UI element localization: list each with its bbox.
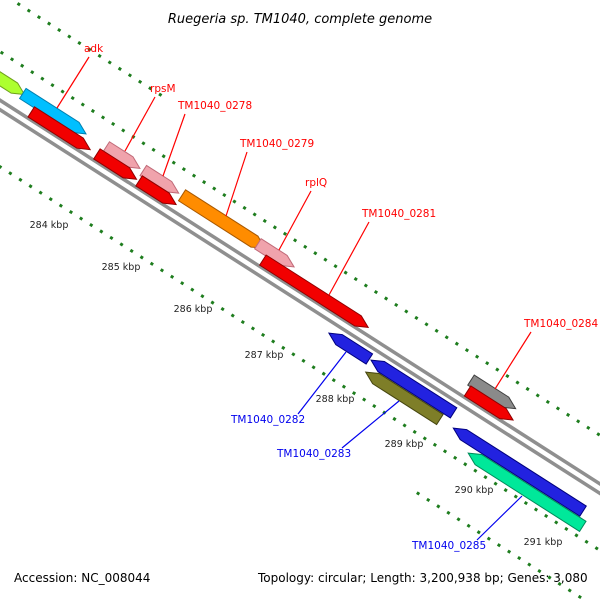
- ruler-dotted-line: [0, 0, 600, 570]
- gene-arrow-cds-3[interactable]: [135, 175, 180, 210]
- gene-arrow-rpsM[interactable]: [102, 141, 143, 174]
- gene-label-leader: [494, 331, 532, 390]
- gene-label-leader: [297, 351, 347, 415]
- gene-label-leader: [124, 96, 156, 152]
- ruler-label: 289 kbp: [385, 439, 424, 450]
- gene-label-leader: [341, 400, 400, 449]
- gene-arrow-cds-1[interactable]: [27, 106, 93, 155]
- gene-arrow-TM1040_0283[interactable]: [362, 367, 444, 426]
- genome-backbone: [0, 13, 600, 600]
- ruler-label: 290 kbp: [455, 485, 494, 496]
- gene-label-leader: [162, 113, 186, 177]
- gene-arrow-TM1040_0284[interactable]: [467, 374, 519, 414]
- gene-arrow-TM1040_0285[interactable]: [465, 448, 587, 533]
- gene-label-adk[interactable]: adk: [84, 43, 104, 55]
- footer-accession: Accession: NC_008044: [14, 571, 150, 585]
- gene-label-rplQ[interactable]: rplQ: [305, 177, 327, 189]
- gene-label-TM1040_0281[interactable]: TM1040_0281: [361, 208, 436, 220]
- ruler-label: 291 kbp: [524, 537, 563, 548]
- ruler-label: 285 kbp: [102, 262, 141, 273]
- gene-label-leader: [328, 221, 370, 296]
- ruler-dotted-line: [416, 491, 600, 600]
- gene-arrow-adk[interactable]: [18, 87, 90, 139]
- gene-label-TM1040_0279[interactable]: TM1040_0279: [239, 138, 314, 150]
- gene-label-leader: [225, 151, 248, 217]
- ruler-label: 284 kbp: [30, 220, 69, 231]
- gene-label-leader: [56, 56, 90, 109]
- gene-arrow-greenyellow-gene[interactable]: [0, 56, 28, 99]
- gene-label-TM1040_0285[interactable]: TM1040_0285: [411, 540, 486, 552]
- page-title: Ruegeria sp. TM1040, complete genome: [168, 12, 432, 27]
- gene-arrow-TM1040_0282[interactable]: [326, 328, 374, 365]
- gene-label-TM1040_0284[interactable]: TM1040_0284: [523, 318, 598, 330]
- gene-arrow-cds-4[interactable]: [463, 385, 516, 425]
- gene-label-leader: [476, 495, 523, 541]
- gene-label-TM1040_0278[interactable]: TM1040_0278: [177, 100, 252, 112]
- gene-arrow-TM1040_0281[interactable]: [258, 254, 372, 332]
- gene-label-TM1040_0283[interactable]: TM1040_0283: [276, 448, 351, 460]
- gene-label-leader: [278, 190, 312, 251]
- gene-label-rpsM[interactable]: rpsM: [150, 83, 176, 95]
- gene-arrow-cds-5[interactable]: [368, 355, 458, 419]
- gene-arrow-TM1040_0278[interactable]: [139, 164, 182, 198]
- gene-arrow-rplQ[interactable]: [253, 238, 298, 272]
- labels-layer: 284 kbp 285 kbp 286 kbp 287 kbp 288 kbp 289 k…: [30, 43, 599, 552]
- gene-label-TM1040_0282[interactable]: TM1040_0282: [230, 414, 305, 426]
- genome-backbone: [0, 20, 600, 600]
- gene-arrow-cds-6[interactable]: [450, 423, 587, 517]
- gene-arrow-cds-2[interactable]: [92, 148, 140, 184]
- ruler-label: 287 kbp: [245, 350, 284, 361]
- footer-topology: Topology: circular; Length: 3,200,938 bp…: [257, 571, 588, 585]
- ruler-label: 286 kbp: [174, 304, 213, 315]
- ruler-label: 288 kbp: [316, 394, 355, 405]
